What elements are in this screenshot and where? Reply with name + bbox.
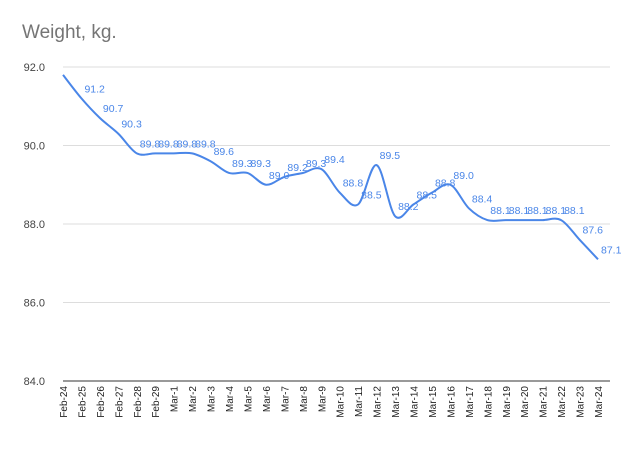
data-label: 89.3 <box>232 158 253 170</box>
x-tick-label: Mar-3 <box>207 386 218 413</box>
data-label: 89.0 <box>453 170 474 182</box>
data-label: 89.8 <box>195 138 216 150</box>
data-label: 90.3 <box>121 119 142 131</box>
data-label: 89.0 <box>269 170 290 182</box>
x-tick-label: Mar-19 <box>502 386 513 418</box>
data-label: 89.8 <box>140 138 161 150</box>
x-tick-label: Feb-28 <box>133 386 144 418</box>
x-tick-label: Mar-16 <box>446 386 457 418</box>
x-tick-label: Feb-27 <box>114 386 125 418</box>
x-tick-label: Mar-20 <box>520 386 531 418</box>
data-label: 89.3 <box>250 158 271 170</box>
data-label: 87.6 <box>583 225 604 237</box>
x-tick-label: Mar-7 <box>280 386 291 413</box>
x-tick-label: Mar-12 <box>373 386 384 418</box>
data-label: 88.1 <box>527 205 548 217</box>
data-label: 88.4 <box>472 193 493 205</box>
x-tick-label: Mar-2 <box>188 386 199 413</box>
x-tick-label: Mar-10 <box>336 386 347 418</box>
data-label: 89.3 <box>306 158 327 170</box>
chart-title: Weight, kg. <box>22 22 117 43</box>
data-label: 89.2 <box>287 162 308 174</box>
x-tick-label: Feb-29 <box>151 386 162 418</box>
data-labels: 91.290.790.389.889.889.889.889.689.389.3… <box>84 83 621 256</box>
x-tick-label: Mar-6 <box>262 386 273 413</box>
data-label: 88.1 <box>509 205 530 217</box>
data-label: 89.5 <box>380 150 401 162</box>
data-label: 88.8 <box>435 178 456 190</box>
x-tick-label: Mar-22 <box>557 386 568 418</box>
data-label: 90.7 <box>103 103 124 115</box>
data-label: 88.1 <box>564 205 585 217</box>
data-label: 88.5 <box>361 189 382 201</box>
data-label: 89.8 <box>158 138 179 150</box>
data-label: 88.1 <box>546 205 567 217</box>
x-tick-label: Mar-5 <box>243 386 254 413</box>
x-tick-label: Feb-25 <box>77 386 88 418</box>
x-tick-label: Mar-15 <box>428 386 439 418</box>
x-tick-label: Mar-18 <box>483 386 494 418</box>
data-label: 88.1 <box>490 205 511 217</box>
y-tick-label: 90.0 <box>24 141 45 153</box>
y-axis: 84.0 86.0 88.0 90.0 92.0 <box>24 62 45 388</box>
y-tick-label: 84.0 <box>24 376 45 388</box>
x-axis: Feb-24 Feb-25 Feb-26 Feb-27 Feb-28 Feb-29 Mar-… <box>59 386 605 418</box>
x-tick-label: Mar-14 <box>410 386 421 418</box>
x-tick-label: Mar-23 <box>576 386 587 418</box>
x-tick-label: Mar-1 <box>170 386 181 413</box>
data-label: 88.2 <box>398 201 419 213</box>
y-tick-label: 92.0 <box>24 62 45 74</box>
x-tick-label: Mar-17 <box>465 386 476 418</box>
x-tick-label: Feb-26 <box>96 386 107 418</box>
data-label: 89.6 <box>214 146 235 158</box>
data-label: 91.2 <box>84 83 105 95</box>
y-tick-label: 86.0 <box>24 298 45 310</box>
x-tick-label: Mar-13 <box>391 386 402 418</box>
data-label: 87.1 <box>601 244 622 256</box>
data-label: 88.5 <box>417 189 438 201</box>
series-line <box>62 74 599 261</box>
x-tick-label: Mar-8 <box>299 386 310 413</box>
x-tick-label: Mar-4 <box>225 386 236 413</box>
gridlines <box>63 66 610 382</box>
data-label: 89.8 <box>177 138 198 150</box>
x-tick-label: Mar-21 <box>539 386 550 418</box>
data-label: 89.4 <box>324 154 345 166</box>
x-tick-label: Mar-11 <box>354 386 365 417</box>
data-label: 88.8 <box>343 178 364 190</box>
x-tick-label: Mar-9 <box>317 386 328 413</box>
x-tick-label: Feb-24 <box>59 386 70 418</box>
y-tick-label: 88.0 <box>24 219 45 231</box>
x-tick-label: Mar-24 <box>594 386 605 418</box>
